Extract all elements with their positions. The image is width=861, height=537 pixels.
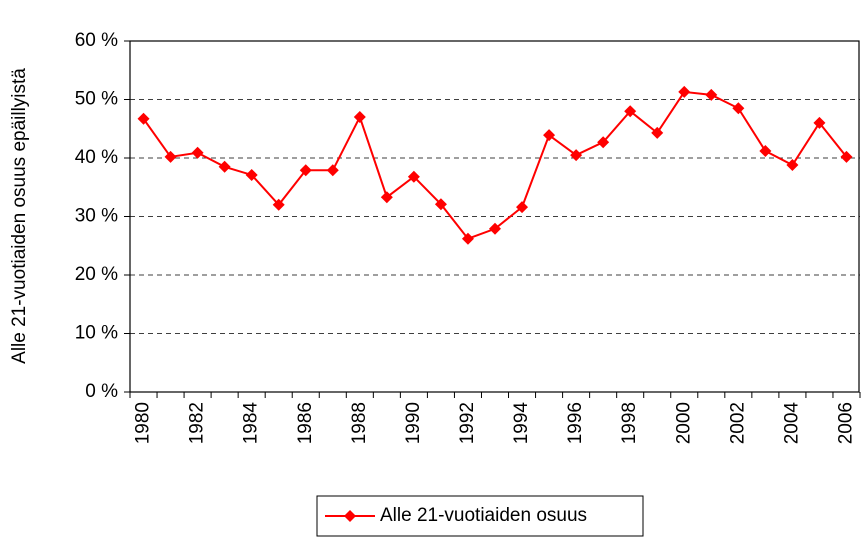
data-point	[380, 191, 393, 204]
x-tick-label: 1994	[511, 402, 532, 445]
data-point	[597, 136, 610, 149]
data-point	[813, 116, 826, 129]
x-tick-label: 1986	[295, 402, 316, 444]
data-point	[407, 170, 420, 183]
x-tick-label: 1982	[187, 402, 208, 444]
data-point	[245, 168, 258, 181]
data-point	[299, 164, 312, 177]
data-point	[543, 129, 556, 142]
y-tick-label: 20 %	[75, 264, 118, 285]
data-point	[489, 222, 501, 235]
legend-label: Alle 21-vuotiaiden osuus	[380, 505, 587, 526]
x-tick-label: 1980	[133, 402, 154, 444]
x-tick-label: 1996	[565, 402, 586, 444]
y-tick-label: 0 %	[85, 381, 118, 402]
data-point	[272, 198, 285, 211]
data-point	[624, 105, 637, 118]
data-point	[678, 85, 691, 98]
y-tick-label: 40 %	[75, 147, 118, 168]
data-point	[786, 159, 799, 172]
data-point	[705, 88, 718, 101]
x-tick-label: 1998	[619, 402, 640, 444]
data-point	[570, 149, 583, 162]
data-point	[516, 201, 529, 214]
y-tick-label: 60 %	[75, 30, 118, 51]
legend-marker	[344, 510, 356, 522]
x-tick-label: 2000	[673, 402, 694, 444]
data-point	[651, 126, 664, 139]
y-axis-label: Alle 21-vuotiaiden osuus epäillyistä	[9, 68, 30, 364]
data-point	[461, 232, 474, 245]
data-point	[840, 150, 853, 163]
x-tick-label: 1990	[403, 402, 424, 444]
x-tick-label: 1988	[349, 402, 370, 444]
data-point	[434, 198, 447, 211]
data-point	[353, 111, 366, 124]
data-point	[164, 150, 177, 163]
y-tick-label: 10 %	[75, 323, 118, 344]
x-tick-label: 1992	[457, 402, 478, 444]
x-tick-label: 1984	[241, 402, 262, 445]
data-point	[191, 146, 204, 159]
x-tick-label: 2004	[781, 402, 802, 445]
data-point	[759, 144, 772, 157]
y-tick-label: 30 %	[75, 206, 118, 227]
plot-frame	[129, 40, 860, 393]
y-tick-label: 50 %	[75, 89, 118, 110]
x-tick-label: 2002	[727, 402, 748, 444]
data-point	[137, 112, 150, 125]
data-point	[218, 160, 231, 173]
x-tick-label: 2006	[835, 402, 856, 444]
data-point	[732, 102, 745, 115]
data-point	[326, 164, 339, 177]
